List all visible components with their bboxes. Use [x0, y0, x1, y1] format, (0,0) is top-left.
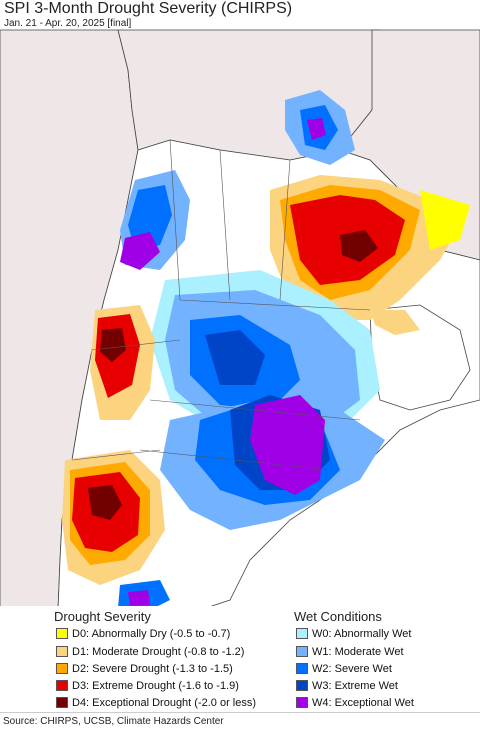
- w3-central: [205, 330, 265, 385]
- w4-south: [250, 395, 325, 495]
- legend-item-w3: W3: Extreme Wet: [296, 678, 398, 693]
- w4-farsouth: [128, 590, 150, 606]
- legend-label: W1: Moderate Wet: [312, 645, 404, 658]
- map-subtitle: Jan. 21 - Apr. 20, 2025 [final]: [4, 18, 132, 29]
- legend-swatch: [56, 628, 68, 639]
- legend-label: D4: Exceptional Drought (-2.0 or less): [72, 696, 257, 709]
- legend: Drought Severity Wet Conditions D0: Abno…: [0, 606, 480, 714]
- legend-swatch: [56, 680, 68, 691]
- d0-ne: [420, 190, 470, 250]
- legend-item-d4: D4: Exceptional Drought (-2.0 or less): [56, 695, 256, 710]
- legend-label: W3: Extreme Wet: [312, 679, 398, 692]
- legend-swatch: [296, 697, 308, 708]
- legend-swatch: [296, 628, 308, 639]
- d0-east2: [370, 310, 420, 335]
- legend-swatch: [296, 663, 308, 674]
- legend-label: D3: Extreme Drought (-1.6 to -1.9): [72, 679, 239, 692]
- d4-west: [100, 328, 126, 362]
- drought-legend-heading: Drought Severity: [54, 609, 151, 624]
- legend-item-w4: W4: Exceptional Wet: [296, 695, 414, 710]
- w4-north: [307, 118, 326, 140]
- legend-item-d1: D1: Moderate Drought (-0.8 to -1.2): [56, 644, 244, 659]
- wet-legend-heading: Wet Conditions: [294, 609, 382, 624]
- legend-label: W4: Exceptional Wet: [312, 696, 414, 709]
- legend-item-d3: D3: Extreme Drought (-1.6 to -1.9): [56, 678, 239, 693]
- legend-swatch: [56, 697, 68, 708]
- d4-ne: [340, 230, 378, 262]
- legend-swatch: [296, 646, 308, 657]
- drought-map: [0, 29, 480, 610]
- w4-nw: [120, 232, 160, 270]
- legend-label: D2: Severe Drought (-1.3 to -1.5): [72, 662, 233, 675]
- legend-item-w2: W2: Severe Wet: [296, 661, 392, 676]
- province-borders: [71, 139, 371, 471]
- map-title: SPI 3-Month Drought Severity (CHIRPS): [4, 0, 293, 17]
- legend-item-d2: D2: Severe Drought (-1.3 to -1.5): [56, 661, 233, 676]
- legend-label: D0: Abnormally Dry (-0.5 to -0.7): [72, 627, 231, 640]
- source-credit: Source: CHIRPS, UCSB, Climate Hazards Ce…: [0, 712, 480, 730]
- legend-item-d0: D0: Abnormally Dry (-0.5 to -0.7): [56, 626, 230, 641]
- legend-label: W2: Severe Wet: [312, 662, 392, 675]
- legend-swatch: [296, 680, 308, 691]
- d4-sw: [88, 485, 122, 520]
- legend-item-w1: W1: Moderate Wet: [296, 644, 404, 659]
- w2-nw: [128, 185, 172, 250]
- legend-label: W0: Abnormally Wet: [312, 627, 412, 640]
- legend-item-w0: W0: Abnormally Wet: [296, 626, 411, 641]
- legend-swatch: [56, 663, 68, 674]
- legend-label: D1: Moderate Drought (-0.8 to -1.2): [72, 645, 245, 658]
- legend-swatch: [56, 646, 68, 657]
